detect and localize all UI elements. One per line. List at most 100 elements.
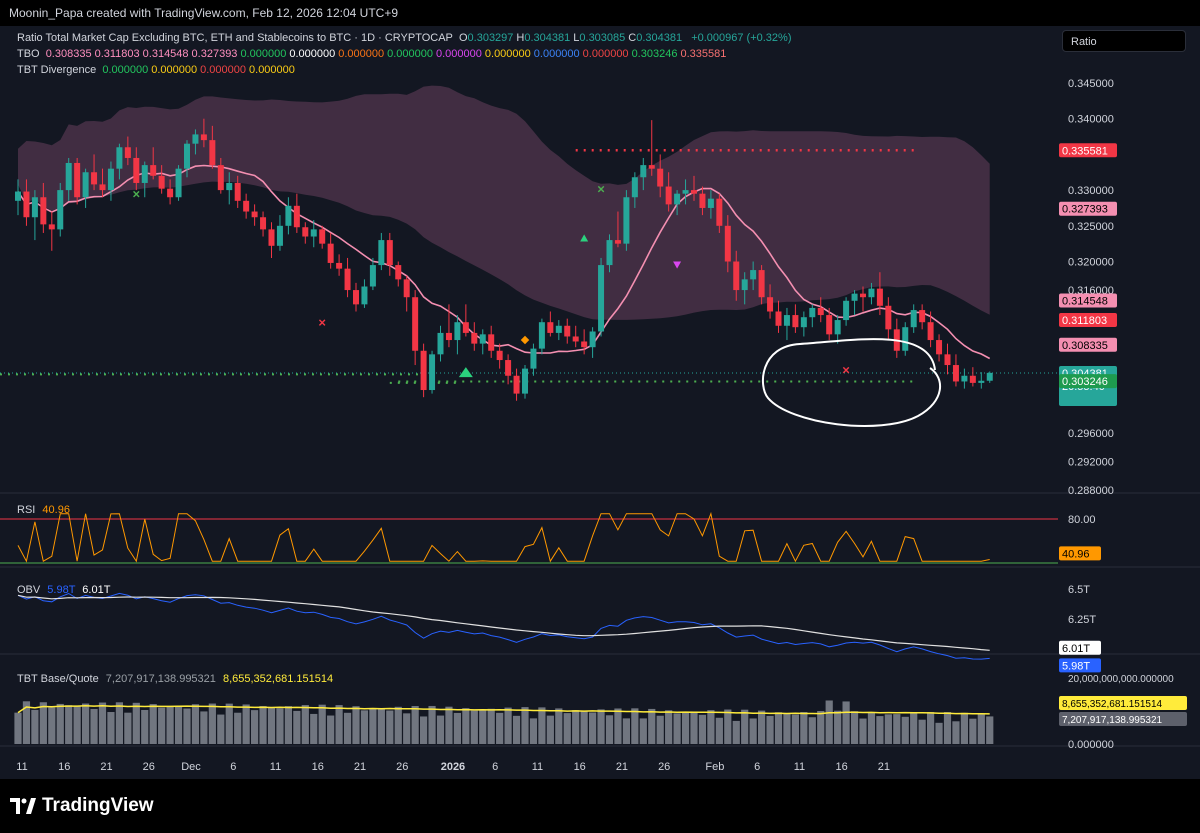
candle-body[interactable] [691, 190, 697, 194]
candle-body[interactable] [293, 205, 300, 228]
candle-body[interactable] [927, 322, 934, 341]
candle-body[interactable] [640, 165, 647, 178]
candle-body[interactable] [547, 322, 554, 333]
candle-body[interactable] [116, 147, 123, 169]
candle-body[interactable] [353, 290, 359, 305]
candle-body[interactable] [276, 225, 283, 246]
candle-body[interactable] [572, 336, 579, 342]
candle-body[interactable] [319, 229, 326, 244]
candle-body[interactable] [868, 288, 875, 298]
candle-body[interactable] [733, 261, 740, 291]
candle-body[interactable] [944, 354, 951, 366]
candle-body[interactable] [657, 168, 664, 187]
candle-body[interactable] [513, 375, 520, 394]
candle-body[interactable] [538, 322, 545, 349]
candle-body[interactable] [184, 143, 190, 169]
candle-body[interactable] [167, 188, 174, 198]
candle-body[interactable] [302, 227, 309, 237]
candle-body[interactable] [429, 354, 436, 391]
candle-body[interactable] [919, 310, 926, 323]
candle-body[interactable] [826, 315, 833, 335]
candle-body[interactable] [648, 165, 655, 169]
candle-body[interactable] [251, 211, 258, 218]
candle-body[interactable] [505, 360, 512, 376]
candle-body[interactable] [623, 197, 630, 244]
candle-body[interactable] [133, 157, 140, 183]
obv-legend[interactable]: OBV 5.98T 6.01T [17, 584, 110, 596]
candle-body[interactable] [606, 240, 613, 266]
chart-area[interactable]: × × × × 0.345000 0.340000 0.330000 0.325000 0.32… [0, 26, 1200, 779]
tradingview-logo[interactable]: TradingView [10, 795, 154, 817]
tbo-legend[interactable]: TBO 0.308335 0.311803 0.314548 0.327393 0.00… [17, 48, 732, 60]
candle-body[interactable] [775, 311, 782, 326]
candle-body[interactable] [243, 200, 250, 212]
candle-body[interactable] [234, 182, 241, 201]
candle-body[interactable] [369, 265, 376, 287]
divergence-legend[interactable]: TBT Divergence 0.000000 0.000000 0.000000 0… [17, 64, 301, 76]
candle-body[interactable] [15, 191, 21, 201]
symbol-title[interactable]: Ratio Total Market Cap Excluding BTC, ET… [17, 32, 453, 44]
candle-body[interactable] [91, 172, 98, 185]
candle-body[interactable] [902, 327, 909, 351]
candle-body[interactable] [285, 205, 292, 226]
candle-body[interactable] [522, 368, 528, 394]
candle-body[interactable] [48, 224, 55, 230]
candle-body[interactable] [589, 331, 596, 348]
candle-body[interactable] [876, 288, 883, 306]
candle-body[interactable] [555, 325, 562, 333]
candle-body[interactable] [682, 190, 689, 194]
candle-body[interactable] [82, 172, 89, 198]
candle-body[interactable] [767, 297, 774, 312]
candle-body[interactable] [986, 372, 993, 381]
candle-body[interactable] [412, 297, 419, 351]
candle-body[interactable] [141, 165, 148, 183]
candle-body[interactable] [471, 332, 478, 344]
candle-body[interactable] [344, 268, 351, 291]
candle-body[interactable] [564, 325, 571, 337]
candle-body[interactable] [581, 341, 588, 348]
candle-body[interactable] [200, 134, 207, 141]
candle-body[interactable] [310, 229, 317, 237]
candle-body[interactable] [817, 307, 824, 316]
candle-body[interactable] [707, 198, 714, 208]
candle-body[interactable] [758, 270, 765, 298]
candle-body[interactable] [809, 307, 816, 318]
candle-body[interactable] [336, 262, 343, 269]
candle-body[interactable] [792, 315, 799, 328]
candle-body[interactable] [885, 305, 892, 330]
rsi-legend[interactable]: RSI 40.96 [17, 504, 70, 516]
candle-body[interactable] [361, 286, 368, 305]
candle-body[interactable] [158, 175, 165, 189]
candle-body[interactable] [961, 375, 968, 382]
candle-body[interactable] [598, 265, 605, 332]
candle-body[interactable] [23, 191, 30, 218]
scale-ratio-button[interactable]: Ratio [1062, 30, 1186, 52]
candle-body[interactable] [665, 186, 672, 205]
candle-body[interactable] [124, 147, 131, 158]
candle-body[interactable] [614, 240, 621, 244]
candle-body[interactable] [175, 168, 182, 198]
candle-body[interactable] [843, 300, 850, 321]
candle-body[interactable] [395, 265, 402, 280]
candle-body[interactable] [530, 348, 537, 369]
candle-body[interactable] [952, 365, 959, 382]
candle-body[interactable] [750, 270, 757, 280]
candle-body[interactable] [192, 134, 199, 144]
candle-body[interactable] [674, 193, 681, 205]
candle-body[interactable] [860, 293, 866, 298]
candle-body[interactable] [65, 162, 72, 191]
candle-body[interactable] [716, 198, 723, 226]
candle-body[interactable] [800, 317, 807, 328]
candle-body[interactable] [978, 380, 985, 383]
candle-body[interactable] [479, 334, 486, 344]
candle-body[interactable] [226, 182, 233, 191]
candle-body[interactable] [496, 350, 503, 361]
candle-body[interactable] [420, 350, 427, 391]
candle-body[interactable] [403, 279, 410, 298]
tbt-legend[interactable]: TBT Base/Quote 7,207,917,138.995321 8,65… [17, 673, 333, 685]
candle-body[interactable] [386, 240, 393, 266]
candle-body[interactable] [834, 320, 841, 335]
candle-body[interactable] [209, 140, 216, 166]
candle-body[interactable] [936, 340, 943, 355]
candle-body[interactable] [99, 184, 106, 191]
